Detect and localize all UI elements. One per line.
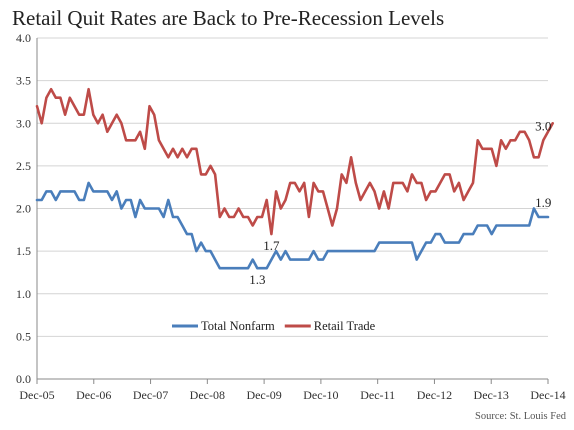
chart-title: Retail Quit Rates are Back to Pre-Recess…: [12, 6, 444, 30]
data-label: 3.0: [535, 118, 551, 133]
y-tick-label: 3.0: [16, 116, 31, 130]
series-lines: [35, 87, 555, 270]
y-tick-label: 0.5: [16, 329, 31, 343]
source-note: Source: St. Louis Fed: [475, 411, 567, 422]
y-tick-labels: 0.0 0.5 1.0 1.5 2.0 2.5 3.0 3.5 4.0: [16, 31, 31, 386]
x-tick-label: Dec-06: [76, 388, 111, 402]
y-tick-label: 1.5: [16, 244, 31, 258]
x-tick-label: Dec-10: [303, 388, 338, 402]
data-label: 1.9: [535, 195, 551, 210]
y-tick-label: 1.0: [16, 287, 31, 301]
y-tick-label: 2.5: [16, 159, 31, 173]
legend: Total Nonfarm Retail Trade: [172, 319, 376, 333]
x-tick-label: Dec-14: [530, 388, 565, 402]
x-tick-label: Dec-08: [190, 388, 225, 402]
x-tick-label: Dec-12: [417, 388, 452, 402]
legend-label-retail-trade: Retail Trade: [314, 319, 376, 333]
y-tick-label: 2.0: [16, 202, 31, 216]
data-annotations: 1.7 1.3 3.0 1.9: [249, 118, 551, 287]
x-tick-label: Dec-05: [19, 388, 54, 402]
x-tick-label: Dec-07: [133, 388, 168, 402]
x-tick-label: Dec-09: [246, 388, 281, 402]
y-tick-label: 3.5: [16, 74, 31, 88]
x-tick-label: Dec-13: [474, 388, 509, 402]
series-line-retail-trade: [35, 87, 555, 236]
data-label: 1.3: [249, 272, 265, 287]
legend-label-total-nonfarm: Total Nonfarm: [201, 319, 275, 333]
x-tick-labels: Dec-05 Dec-06 Dec-07 Dec-08 Dec-09 Dec-10 Dec-…: [19, 388, 565, 402]
axes: [36, 38, 549, 384]
series-line-total-nonfarm: [35, 181, 550, 270]
y-tick-label: 0.0: [16, 372, 31, 386]
y-tick-label: 4.0: [16, 31, 31, 45]
x-tick-label: Dec-11: [360, 388, 395, 402]
data-label: 1.7: [263, 238, 280, 253]
